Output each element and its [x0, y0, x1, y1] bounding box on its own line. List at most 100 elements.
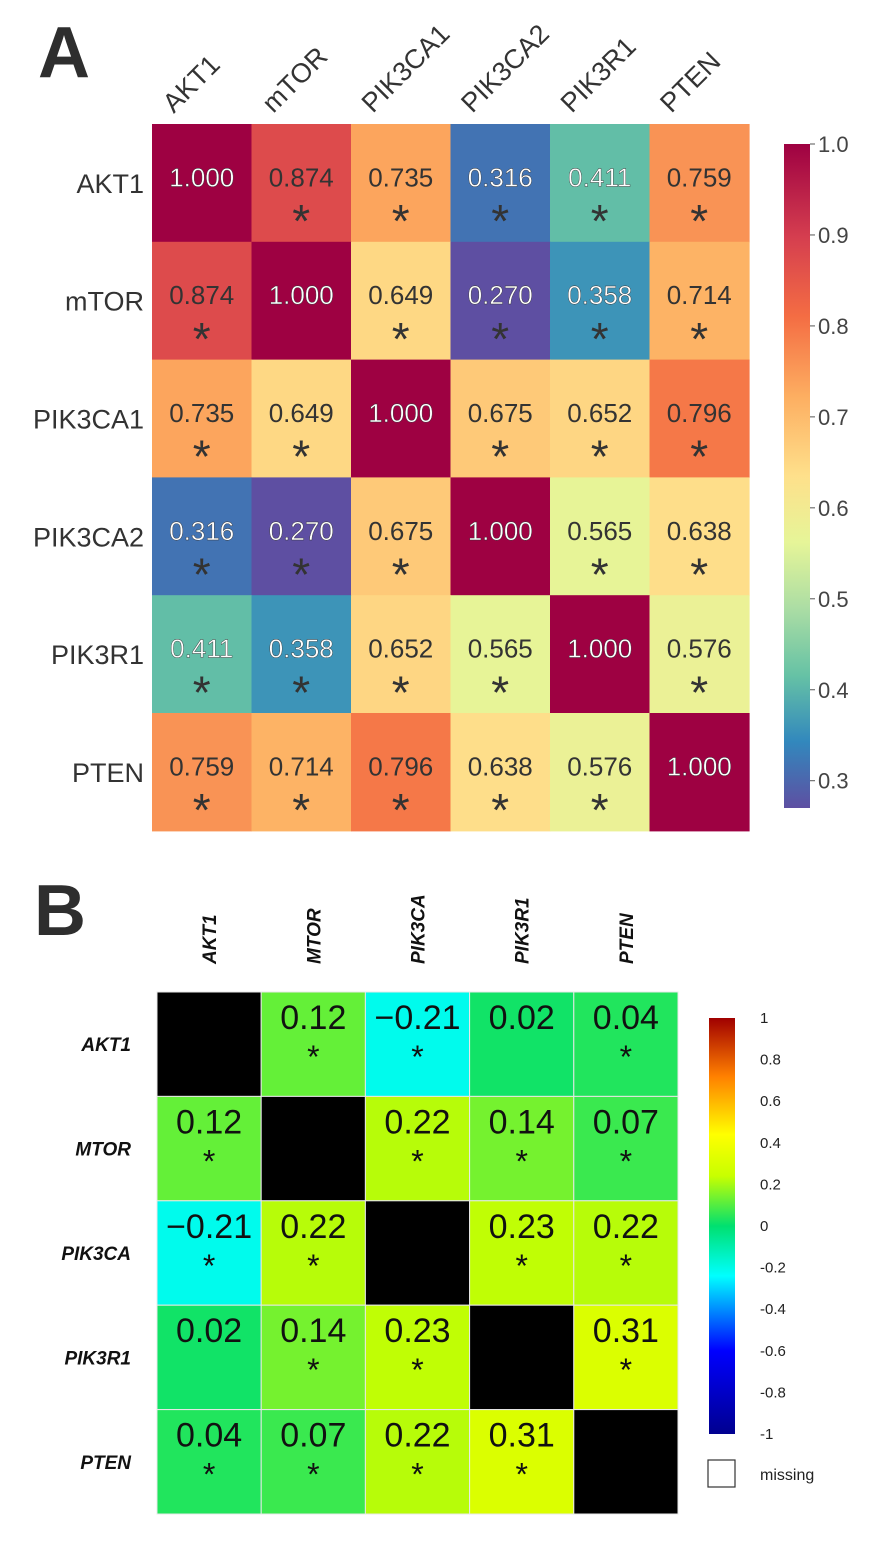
- heatmap-cell: [649, 477, 750, 596]
- column-label: PTEN: [617, 912, 638, 964]
- significance-marker: *: [515, 1248, 527, 1284]
- data-label: 0.270: [468, 280, 533, 310]
- row-label: PTEN: [80, 1453, 132, 1474]
- colorbar-tick-label: 0.4: [760, 1135, 781, 1152]
- heatmap-cell: [251, 124, 352, 243]
- heatmap-cell: [251, 595, 352, 714]
- column-label: AKT1: [157, 49, 226, 118]
- significance-marker: *: [491, 784, 509, 836]
- colorbar-tick-label: 0: [760, 1218, 768, 1235]
- significance-marker: *: [515, 1457, 527, 1493]
- data-label: 0.07: [593, 1103, 659, 1141]
- heatmap-cell: [364, 991, 471, 1097]
- panel-b-heatmap: 0.12*−0.21*0.02 0.04*0.12*0.22*0.14*0.07*…: [156, 991, 679, 1515]
- significance-marker: *: [307, 1248, 319, 1284]
- heatmap-cell: [260, 1095, 366, 1202]
- heatmap-cell: [351, 124, 452, 243]
- colorbar-gradient: [709, 1018, 735, 1434]
- heatmap-cell: [152, 241, 253, 361]
- data-label: 1.000: [169, 162, 234, 192]
- colorbar-gradient: [784, 144, 810, 808]
- data-label: 0.23: [384, 1312, 450, 1350]
- row-label: AKT1: [80, 1035, 131, 1056]
- data-label: 0.358: [269, 634, 334, 664]
- data-label: 0.652: [368, 634, 433, 664]
- significance-marker: *: [203, 1143, 215, 1179]
- heatmap-cell: [450, 124, 551, 243]
- heatmap-cell: [649, 124, 750, 243]
- heatmap-cell: [550, 477, 651, 596]
- significance-marker: *: [690, 195, 708, 247]
- column-label: mTOR: [256, 41, 333, 118]
- heatmap-cell: [364, 1304, 471, 1411]
- missing-label: missing: [760, 1467, 814, 1484]
- data-label: 0.12: [176, 1103, 242, 1141]
- colorbar-tick-label: 0.2: [760, 1176, 781, 1193]
- heatmap-cell: [550, 713, 651, 832]
- data-label: 0.675: [368, 516, 433, 546]
- data-label: 0.874: [269, 162, 334, 192]
- significance-marker: *: [292, 784, 310, 836]
- heatmap-cell: [260, 1304, 366, 1411]
- heatmap-cell: [550, 241, 651, 361]
- column-label: PIK3R1: [513, 897, 534, 964]
- significance-marker: *: [411, 1143, 423, 1179]
- significance-marker: *: [193, 431, 211, 483]
- significance-marker: *: [591, 195, 609, 247]
- heatmap-cell: [351, 713, 452, 832]
- heatmap-cell: [260, 1409, 366, 1515]
- colorbar-tick-label: 0.9: [818, 223, 849, 248]
- data-label: 0.02: [489, 999, 555, 1037]
- heatmap-cell: [351, 359, 452, 478]
- data-label: 0.22: [384, 1103, 450, 1141]
- significance-marker: *: [620, 1143, 632, 1179]
- colorbar-tick-label: -1: [760, 1426, 773, 1443]
- column-label: PIK3CA2: [455, 18, 555, 118]
- panel-b: B AKT1 MTOR PIK3CA PIK3R1 PTEN AKT1 MTOR PIK3C…: [34, 871, 814, 1515]
- data-label: 0.22: [384, 1417, 450, 1455]
- data-label: 0.638: [667, 516, 732, 546]
- heatmap-cell: [152, 477, 253, 596]
- data-label: 0.759: [169, 751, 234, 781]
- panel-b-colorbar: 1 0.8 0.6 0.4 0.2 0 -0.2 -0.4 -0.6 -0.8 -1: [709, 1010, 786, 1443]
- colorbar-tick-label: 0.6: [818, 496, 849, 521]
- data-label: 0.735: [169, 398, 234, 428]
- data-label: 0.07: [280, 1417, 346, 1455]
- heatmap-cell: [156, 1200, 262, 1306]
- data-label: −0.21: [166, 1208, 252, 1246]
- significance-marker: *: [591, 548, 609, 600]
- colorbar-tick-label: 0.8: [818, 314, 849, 339]
- heatmap-cell: [573, 991, 679, 1097]
- data-label: 0.714: [667, 280, 732, 310]
- significance-marker: *: [491, 666, 509, 718]
- heatmap-cell: [251, 477, 352, 596]
- heatmap-cell: [152, 595, 253, 714]
- data-label: 0.638: [468, 751, 533, 781]
- heatmap-cell: [550, 359, 651, 478]
- row-label: PIK3R1: [51, 640, 144, 670]
- row-label: PIK3CA: [61, 1244, 131, 1265]
- data-label: 0.735: [368, 162, 433, 192]
- data-label: 0.411: [170, 634, 233, 664]
- data-label: 0.874: [169, 280, 234, 310]
- colorbar-tick-label: 1: [760, 1010, 768, 1027]
- heatmap-cell: [156, 1304, 262, 1411]
- row-label: PIK3R1: [64, 1348, 131, 1369]
- heatmap-cell: [573, 1304, 679, 1411]
- column-label: PTEN: [654, 46, 726, 118]
- heatmap-cell: [156, 991, 262, 1097]
- heatmap-cell: [152, 124, 253, 243]
- column-label: PIK3CA1: [356, 18, 456, 118]
- data-label: 0.714: [269, 751, 334, 781]
- data-label: 0.316: [468, 162, 533, 192]
- data-label: 1.000: [468, 516, 533, 546]
- column-label: PIK3R1: [555, 31, 642, 118]
- significance-marker: *: [307, 1352, 319, 1388]
- significance-marker: *: [690, 431, 708, 483]
- data-label: 1.000: [368, 398, 433, 428]
- significance-marker: *: [690, 548, 708, 600]
- data-label: 0.22: [280, 1208, 346, 1246]
- heatmap-cell: [450, 477, 551, 596]
- data-label: 0.759: [667, 162, 732, 192]
